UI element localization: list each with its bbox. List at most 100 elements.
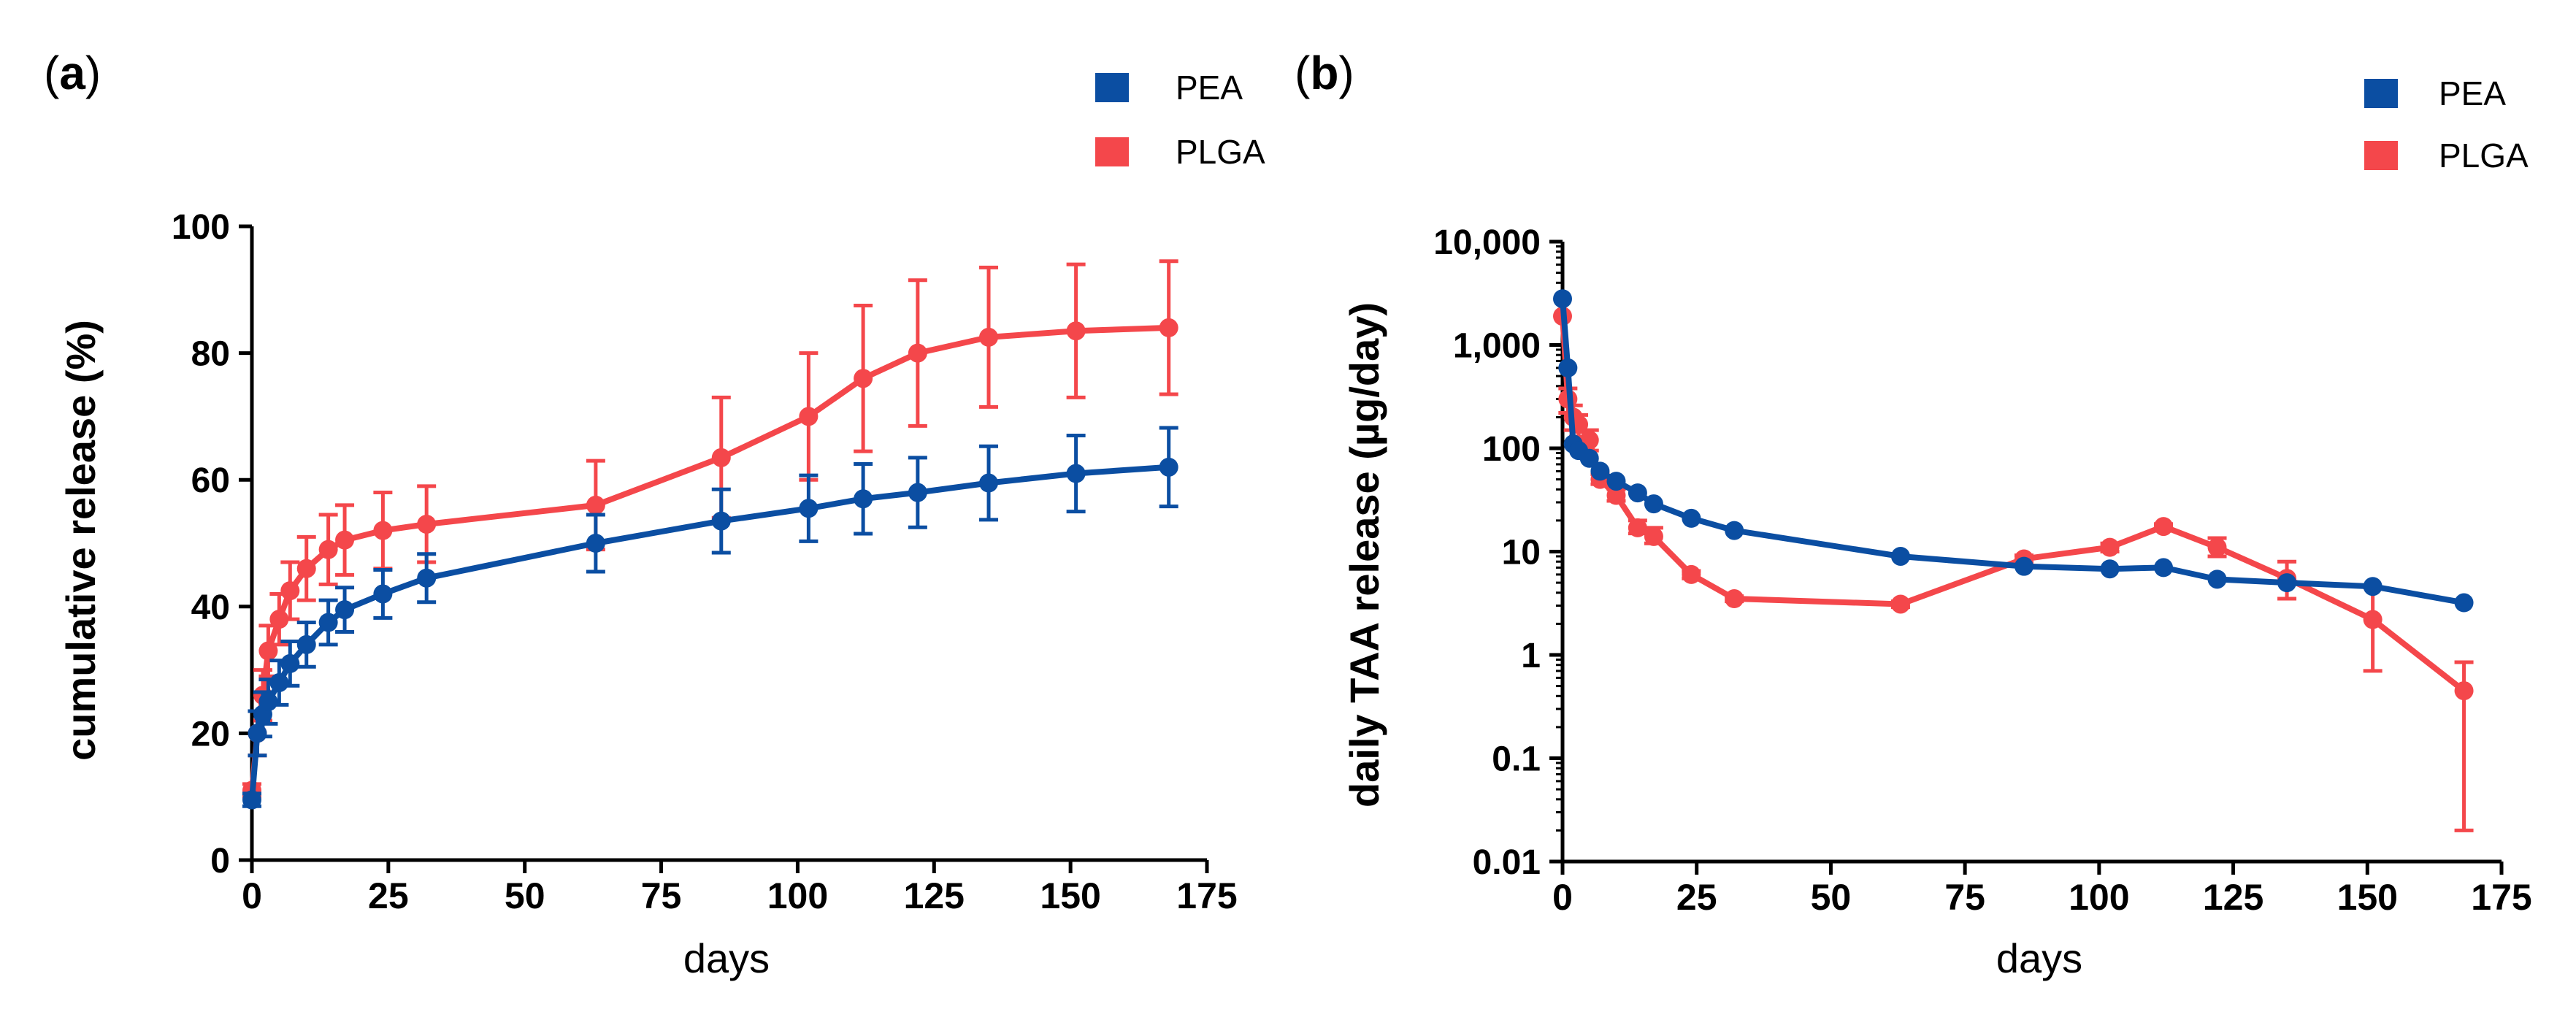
series-line-pea [1560,298,2465,606]
legend-a-pea-label: PEA [1176,69,1243,107]
series-line-plga [249,324,1169,791]
data-point-pea [318,613,338,632]
data-point-plga [2207,537,2227,557]
x-tick-label-b-2: 50 [1811,877,1852,918]
data-point-pea [2363,577,2383,597]
legend-b-pea-label: PEA [2439,74,2506,112]
data-point-plga [1159,318,1178,337]
data-point-pea [258,692,278,711]
data-point-pea [854,489,873,509]
data-point-plga [2363,610,2383,629]
data-point-plga [711,448,731,467]
x-tick-label-a-2: 50 [505,875,545,916]
legend-a: PEA PLGA [1095,69,1265,171]
y-tick-label-a-3: 60 [191,461,230,500]
legend-b: PEA PLGA [2364,74,2529,174]
data-point-pea [2277,573,2297,593]
series-plga-b [1553,307,2474,832]
data-point-plga [318,540,338,559]
y-tick-label-a-4: 80 [191,335,230,374]
data-point-pea [1558,358,1578,377]
data-point-plga [1606,486,1626,505]
x-axis-title-a: days [683,935,770,981]
plot-b [1553,289,2474,832]
data-point-plga [2454,681,2474,701]
y-tick-label-b-4: 100 [1482,430,1541,469]
data-point-pea [1725,521,1744,540]
series-pea-b [1553,289,2474,613]
plot-a [242,259,1178,810]
data-point-plga [908,343,927,363]
x-tick-label-a-7: 175 [1176,875,1237,916]
series-plga-a [242,259,1178,800]
x-tick-label-b-4: 100 [2069,877,2129,918]
data-point-pea [280,653,300,673]
x-tick-label-b-5: 125 [2203,877,2263,918]
legend-a-pea-swatch [1095,73,1129,102]
panel-b: (b) PEA PLGA 0.01 0.1 1 10 100 1,000 10,000 0 25… [1295,47,2532,981]
data-point-pea [711,511,731,531]
x-tick-label-a-5: 125 [904,875,965,916]
x-tick-label-b-3: 75 [1944,877,1985,918]
y-tick-label-a-2: 40 [191,588,230,627]
y-axis-title-b: daily TAA release (µg/day) [1341,302,1387,808]
y-tick-label-a-1: 20 [191,715,230,753]
panel-a-label: (a) [44,47,101,99]
series-line-pea [249,464,1169,800]
data-point-pea [1553,289,1572,309]
x-tick-label-b-0: 0 [1552,877,1573,918]
data-point-pea [908,483,927,502]
data-point-plga [1682,564,1701,584]
data-point-pea [2154,558,2174,578]
data-point-pea [296,634,316,654]
legend-a-plga-label: PLGA [1176,133,1265,171]
data-point-plga [1725,589,1744,609]
legend-b-plga-label: PLGA [2439,137,2529,174]
data-point-plga [417,514,437,534]
data-point-pea [586,534,605,553]
data-point-pea [373,584,393,604]
data-point-pea [269,672,289,692]
data-point-plga [1890,594,1910,614]
data-point-pea [1682,508,1701,528]
data-point-plga [373,521,393,540]
data-point-pea [2207,569,2227,589]
data-point-plga [335,530,355,550]
x-tick-label-a-0: 0 [242,875,262,916]
data-point-pea [979,473,999,493]
data-point-plga [296,559,316,578]
data-point-pea [1159,457,1178,477]
x-axis-title-b: days [1996,935,2082,981]
y-axis-title-a: cumulative release (%) [58,320,104,761]
data-point-plga [2154,517,2174,537]
data-point-plga [1066,321,1086,341]
panel-b-label: (b) [1295,47,1354,99]
y-tick-label-b-3: 10 [1502,534,1541,572]
data-point-plga [258,641,278,661]
data-point-plga [799,407,819,426]
x-tick-label-b-6: 150 [2337,877,2398,918]
data-point-pea [242,790,261,810]
data-point-pea [799,499,819,518]
data-point-plga [1644,526,1663,546]
data-point-pea [1606,472,1626,491]
x-tick-label-b-7: 175 [2471,877,2531,918]
panel-a: (a) PEA PLGA 0 20 40 60 80 100 0 25 50 75 100 125 15… [44,47,1265,981]
data-point-pea [2100,559,2120,579]
x-tick-label-a-3: 75 [641,875,682,916]
data-point-pea [1628,483,1647,503]
x-tick-label-a-1: 25 [368,875,409,916]
y-tick-label-b-6: 10,000 [1433,223,1541,262]
legend-a-plga-swatch [1095,137,1129,166]
data-point-pea [1644,494,1663,514]
data-point-plga [2100,537,2120,557]
data-point-pea [1579,448,1599,468]
data-point-plga [854,369,873,388]
y-tick-label-a-0: 0 [210,842,230,881]
data-point-plga [280,581,300,601]
data-point-plga [1628,518,1647,537]
data-point-pea [1066,464,1086,483]
y-tick-label-b-5: 1,000 [1453,327,1541,366]
data-point-pea [1890,546,1910,566]
